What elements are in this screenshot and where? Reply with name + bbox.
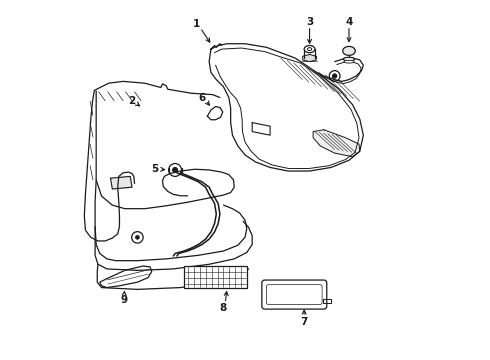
Polygon shape bbox=[100, 266, 152, 288]
Polygon shape bbox=[207, 107, 223, 120]
Polygon shape bbox=[313, 130, 360, 157]
Ellipse shape bbox=[343, 57, 355, 61]
Text: 7: 7 bbox=[300, 317, 308, 327]
Text: 5: 5 bbox=[151, 164, 158, 174]
Text: 2: 2 bbox=[128, 96, 136, 106]
Polygon shape bbox=[323, 299, 331, 303]
Text: 6: 6 bbox=[198, 93, 206, 103]
Polygon shape bbox=[303, 54, 317, 62]
Bar bbox=[184, 266, 247, 288]
FancyBboxPatch shape bbox=[262, 280, 327, 309]
Text: 9: 9 bbox=[120, 295, 127, 305]
FancyBboxPatch shape bbox=[267, 285, 322, 305]
Polygon shape bbox=[111, 176, 132, 189]
Polygon shape bbox=[252, 123, 270, 135]
Circle shape bbox=[136, 235, 139, 239]
Text: 3: 3 bbox=[306, 17, 313, 27]
Text: 8: 8 bbox=[220, 303, 227, 313]
Text: 4: 4 bbox=[345, 17, 353, 27]
Ellipse shape bbox=[307, 48, 312, 50]
Text: 1: 1 bbox=[193, 19, 200, 29]
Ellipse shape bbox=[304, 45, 315, 53]
Polygon shape bbox=[209, 44, 364, 171]
Ellipse shape bbox=[344, 60, 354, 63]
Circle shape bbox=[172, 167, 177, 172]
Ellipse shape bbox=[343, 46, 355, 55]
Circle shape bbox=[333, 74, 337, 78]
